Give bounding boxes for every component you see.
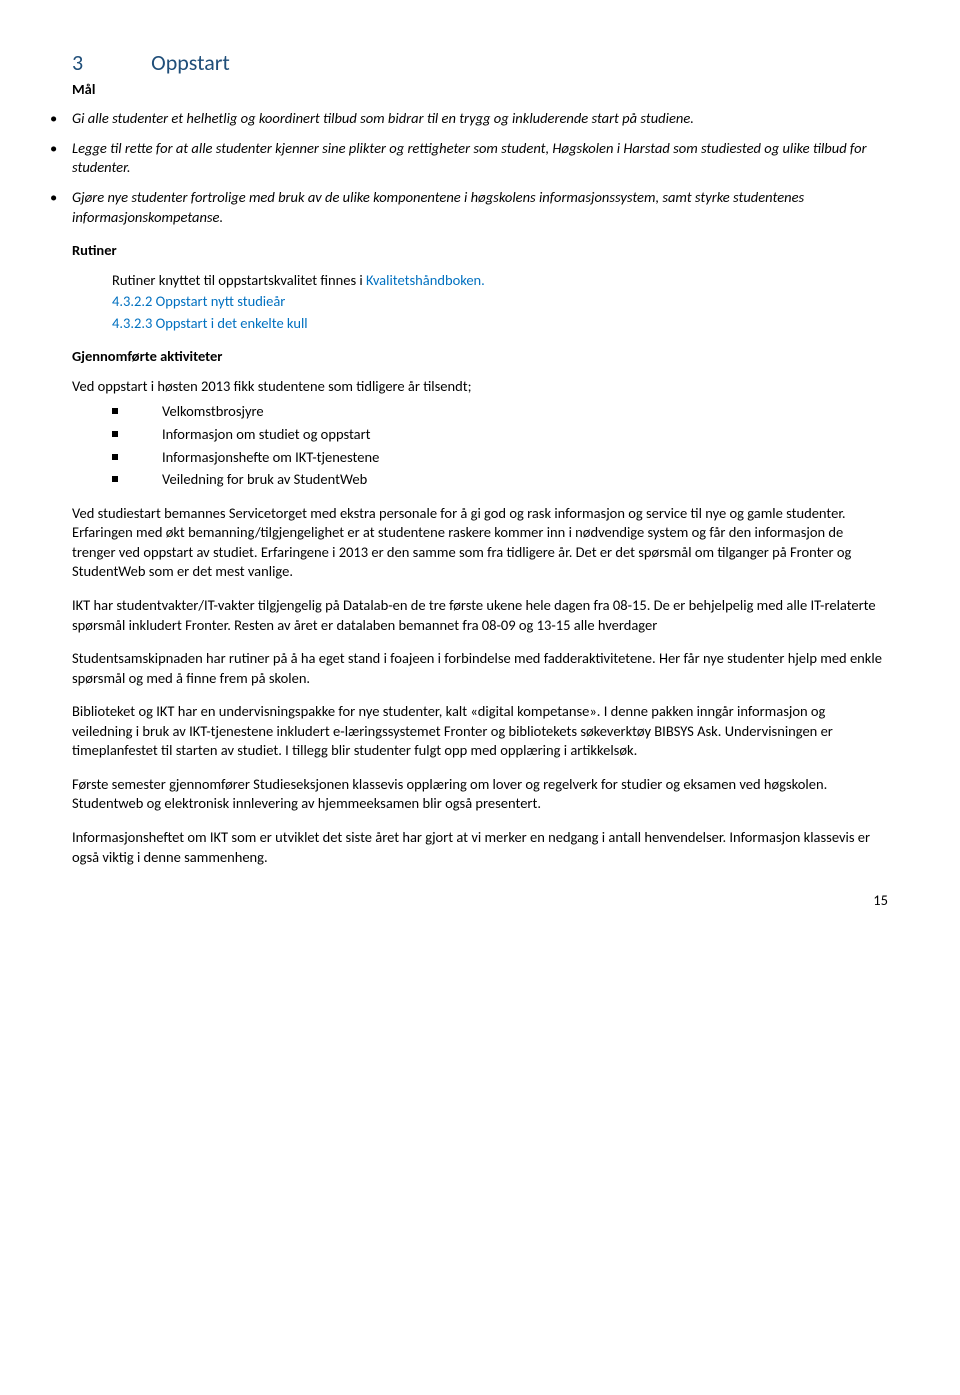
section-heading: 3 Oppstart [72, 48, 888, 78]
list-item: Veiledning for bruk av StudentWeb [112, 470, 888, 490]
rutiner-link-item[interactable]: 4.3.2.2 Oppstart nytt studieår [112, 292, 888, 312]
body-paragraph: Biblioteket og IKT har en undervisningsp… [72, 702, 888, 761]
aktiviteter-heading: Gjennomførte aktiviteter [72, 347, 888, 367]
body-paragraph: Første semester gjennomfører Studieseksj… [72, 775, 888, 814]
mal-bullet: •Legge til rette for at alle studenter k… [72, 139, 888, 178]
list-item: Informasjonshefte om IKT-tjenestene [112, 448, 888, 468]
section-number: 3 [72, 48, 83, 78]
list-item: Informasjon om studiet og oppstart [112, 425, 888, 445]
rutiner-prefix: Rutiner knyttet til oppstartskvalitet fi… [112, 271, 366, 289]
mal-bullet-text: Gjøre nye studenter fortrolige med bruk … [72, 188, 804, 226]
mal-bullet-text: Legge til rette for at alle studenter kj… [72, 139, 867, 177]
body-paragraph: Studentsamskipnaden har rutiner på å ha … [72, 649, 888, 688]
body-paragraph: Ved studiestart bemannes Servicetorget m… [72, 504, 888, 582]
list-item: Velkomstbrosjyre [112, 402, 888, 422]
mal-bullet: •Gi alle studenter et helhetlig og koord… [72, 109, 888, 129]
sent-items-list: Velkomstbrosjyre Informasjon om studiet … [112, 402, 888, 489]
mal-bullet: •Gjøre nye studenter fortrolige med bruk… [72, 188, 888, 227]
list-item-text: Informasjonshefte om IKT-tjenestene [162, 448, 379, 466]
list-item-text: Veiledning for bruk av StudentWeb [162, 470, 367, 488]
section-title: Oppstart [151, 48, 230, 78]
list-item-text: Velkomstbrosjyre [162, 402, 264, 420]
page-number: 15 [72, 891, 888, 911]
rutiner-link-item[interactable]: 4.3.2.3 Oppstart i det enkelte kull [112, 314, 888, 334]
rutiner-heading: Rutiner [72, 241, 888, 261]
body-paragraph: IKT har studentvakter/IT-vakter tilgjeng… [72, 596, 888, 635]
mal-bullet-text: Gi alle studenter et helhetlig og koordi… [72, 109, 694, 127]
kvalitetshandboken-link[interactable]: Kvalitetshåndboken. [366, 271, 485, 289]
rutiner-line: Rutiner knyttet til oppstartskvalitet fi… [112, 271, 888, 291]
body-paragraph: Informasjonsheftet om IKT som er utvikle… [72, 828, 888, 867]
mal-heading: Mål [72, 80, 888, 100]
intro-line: Ved oppstart i høsten 2013 fikk studente… [72, 377, 888, 397]
list-item-text: Informasjon om studiet og oppstart [162, 425, 371, 443]
